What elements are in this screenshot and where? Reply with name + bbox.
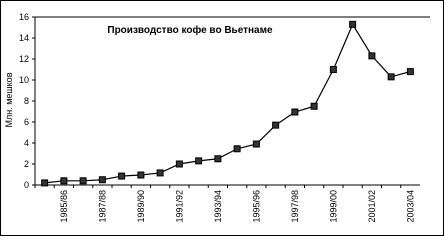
marker xyxy=(349,20,357,28)
marker xyxy=(387,73,395,81)
y-tick-label: 6 xyxy=(24,117,29,127)
x-tick-label: 1989/90 xyxy=(136,190,146,223)
marker xyxy=(118,172,126,180)
marker xyxy=(79,177,87,185)
marker xyxy=(60,177,68,185)
marker xyxy=(252,140,260,148)
marker xyxy=(310,102,318,110)
marker xyxy=(233,145,241,153)
marker xyxy=(329,66,337,73)
chart-title: Производство кофе во Вьетнаме xyxy=(107,24,273,36)
marker xyxy=(406,68,414,76)
y-tick-label: 8 xyxy=(24,96,29,106)
marker xyxy=(368,52,376,60)
y-tick-label: 14 xyxy=(19,33,29,43)
marker xyxy=(272,121,280,129)
marker xyxy=(195,157,203,165)
y-tick-label: 10 xyxy=(19,75,29,85)
marker xyxy=(98,176,106,184)
x-tick-label: 1997/98 xyxy=(290,190,300,223)
marker xyxy=(291,108,299,116)
marker xyxy=(137,171,145,179)
marker xyxy=(156,169,164,177)
y-tick-label: 12 xyxy=(19,54,29,64)
x-tick-label: 1999/00 xyxy=(328,190,338,223)
marker xyxy=(41,179,49,187)
x-tick-label: 1993/94 xyxy=(213,190,223,223)
y-tick-label: 0 xyxy=(24,180,29,190)
y-tick-label: 4 xyxy=(24,138,29,148)
x-tick-label: 1987/88 xyxy=(97,190,107,223)
x-tick-label: 1985/86 xyxy=(59,190,69,223)
marker xyxy=(175,160,183,168)
y-axis-label: Млн. мешков xyxy=(4,72,14,127)
marker xyxy=(214,155,222,163)
x-tick-label: 1995/96 xyxy=(251,190,261,223)
y-tick-label: 16 xyxy=(19,12,29,22)
x-tick-label: 2001/02 xyxy=(367,190,377,223)
x-tick-label: 2003/04 xyxy=(405,190,415,223)
y-tick-label: 2 xyxy=(24,159,29,169)
x-tick-label: 1991/92 xyxy=(174,190,184,223)
